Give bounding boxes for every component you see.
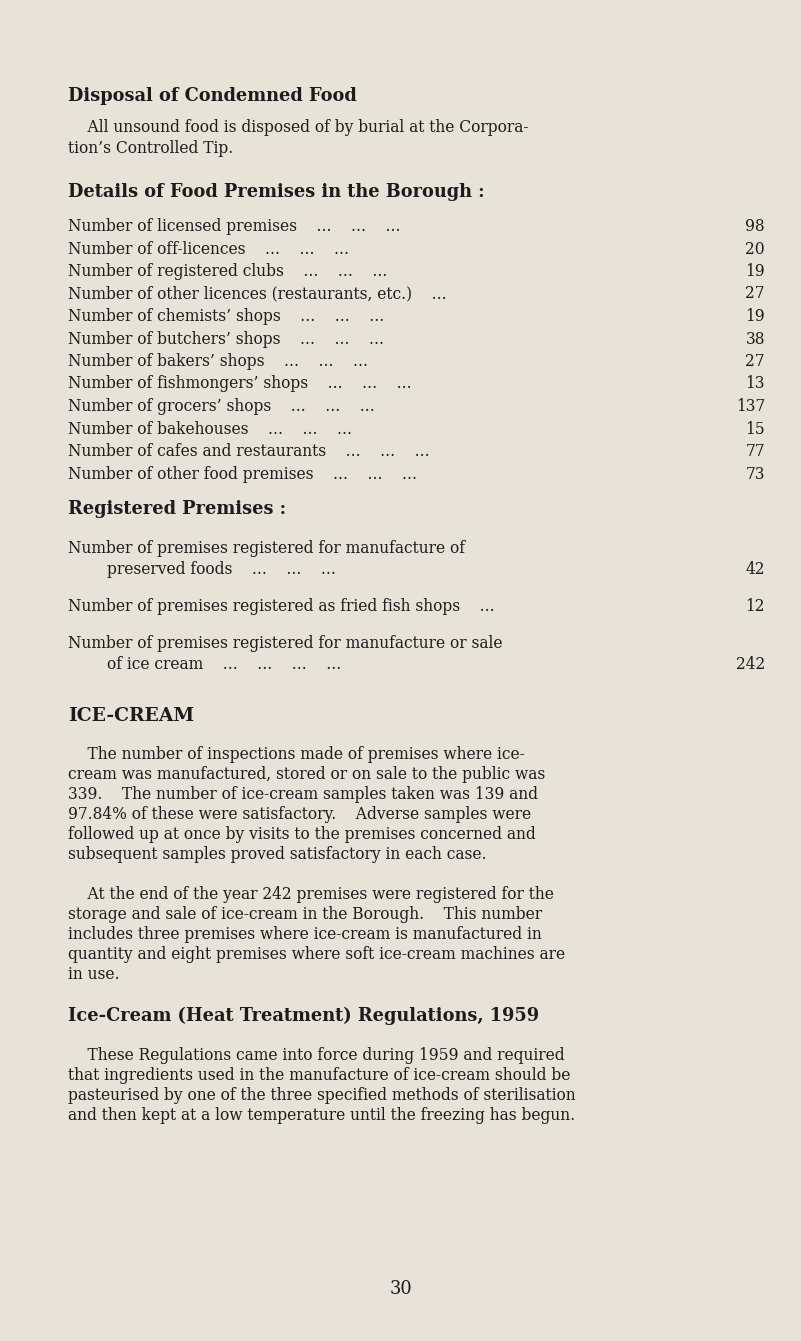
Text: 13: 13 [746, 375, 765, 393]
Text: Number of premises registered as fried fish shops    ...: Number of premises registered as fried f… [68, 598, 495, 616]
Text: followed up at once by visits to the premises concerned and: followed up at once by visits to the pre… [68, 826, 536, 843]
Text: pasteurised by one of the three specified methods of sterilisation: pasteurised by one of the three specifie… [68, 1088, 576, 1104]
Text: 30: 30 [389, 1281, 412, 1298]
Text: and then kept at a low temperature until the freezing has begun.: and then kept at a low temperature until… [68, 1108, 575, 1124]
Text: Ice-Cream (Heat Treatment) Regulations, 1959: Ice-Cream (Heat Treatment) Regulations, … [68, 1007, 539, 1026]
Text: At the end of the year 242 premises were registered for the: At the end of the year 242 premises were… [68, 886, 554, 902]
Text: Number of licensed premises    ...    ...    ...: Number of licensed premises ... ... ... [68, 219, 400, 235]
Text: Number of butchers’ shops    ...    ...    ...: Number of butchers’ shops ... ... ... [68, 330, 384, 347]
Text: Number of premises registered for manufacture or sale: Number of premises registered for manufa… [68, 636, 502, 652]
Text: subsequent samples proved satisfactory in each case.: subsequent samples proved satisfactory i… [68, 846, 486, 864]
Text: Number of chemists’ shops    ...    ...    ...: Number of chemists’ shops ... ... ... [68, 308, 384, 325]
Text: 339.    The number of ice-cream samples taken was 139 and: 339. The number of ice-cream samples tak… [68, 786, 538, 803]
Text: includes three premises where ice-cream is manufactured in: includes three premises where ice-cream … [68, 927, 541, 943]
Text: 42: 42 [746, 561, 765, 578]
Text: Number of other food premises    ...    ...    ...: Number of other food premises ... ... ..… [68, 465, 417, 483]
Text: Number of premises registered for manufacture of: Number of premises registered for manufa… [68, 540, 465, 557]
Text: 77: 77 [746, 443, 765, 460]
Text: tion’s Controlled Tip.: tion’s Controlled Tip. [68, 139, 233, 157]
Text: Number of grocers’ shops    ...    ...    ...: Number of grocers’ shops ... ... ... [68, 398, 375, 414]
Text: preserved foods    ...    ...    ...: preserved foods ... ... ... [68, 561, 336, 578]
Text: Number of bakers’ shops    ...    ...    ...: Number of bakers’ shops ... ... ... [68, 353, 368, 370]
Text: storage and sale of ice-cream in the Borough.    This number: storage and sale of ice-cream in the Bor… [68, 907, 542, 923]
Text: 98: 98 [745, 219, 765, 235]
Text: Number of cafes and restaurants    ...    ...    ...: Number of cafes and restaurants ... ... … [68, 443, 429, 460]
Text: of ice cream    ...    ...    ...    ...: of ice cream ... ... ... ... [68, 656, 341, 673]
Text: All unsound food is disposed of by burial at the Corpora-: All unsound food is disposed of by buria… [68, 119, 529, 135]
Text: 137: 137 [735, 398, 765, 414]
Text: 242: 242 [735, 656, 765, 673]
Text: The number of inspections made of premises where ice-: The number of inspections made of premis… [68, 746, 525, 763]
Text: Details of Food Premises in the Borough :: Details of Food Premises in the Borough … [68, 182, 485, 201]
Text: 27: 27 [746, 286, 765, 303]
Text: that ingredients used in the manufacture of ice-cream should be: that ingredients used in the manufacture… [68, 1067, 570, 1084]
Text: 38: 38 [746, 330, 765, 347]
Text: cream was manufactured, stored or on sale to the public was: cream was manufactured, stored or on sal… [68, 766, 545, 783]
Text: Disposal of Condemned Food: Disposal of Condemned Food [68, 87, 356, 105]
Text: 97.84% of these were satisfactory.    Adverse samples were: 97.84% of these were satisfactory. Adver… [68, 806, 531, 823]
Text: 73: 73 [746, 465, 765, 483]
Text: in use.: in use. [68, 966, 119, 983]
Text: Number of fishmongers’ shops    ...    ...    ...: Number of fishmongers’ shops ... ... ... [68, 375, 412, 393]
Text: Number of bakehouses    ...    ...    ...: Number of bakehouses ... ... ... [68, 421, 352, 437]
Text: 15: 15 [745, 421, 765, 437]
Text: 27: 27 [746, 353, 765, 370]
Text: Number of registered clubs    ...    ...    ...: Number of registered clubs ... ... ... [68, 263, 388, 280]
Text: ICE-CREAM: ICE-CREAM [68, 707, 194, 725]
Text: 19: 19 [745, 308, 765, 325]
Text: 20: 20 [745, 240, 765, 257]
Text: 19: 19 [745, 263, 765, 280]
Text: Number of off-licences    ...    ...    ...: Number of off-licences ... ... ... [68, 240, 349, 257]
Text: quantity and eight premises where soft ice-cream machines are: quantity and eight premises where soft i… [68, 945, 566, 963]
Text: Registered Premises :: Registered Premises : [68, 500, 286, 518]
Text: These Regulations came into force during 1959 and required: These Regulations came into force during… [68, 1047, 565, 1063]
Text: 12: 12 [746, 598, 765, 616]
Text: Number of other licences (restaurants, etc.)    ...: Number of other licences (restaurants, e… [68, 286, 447, 303]
